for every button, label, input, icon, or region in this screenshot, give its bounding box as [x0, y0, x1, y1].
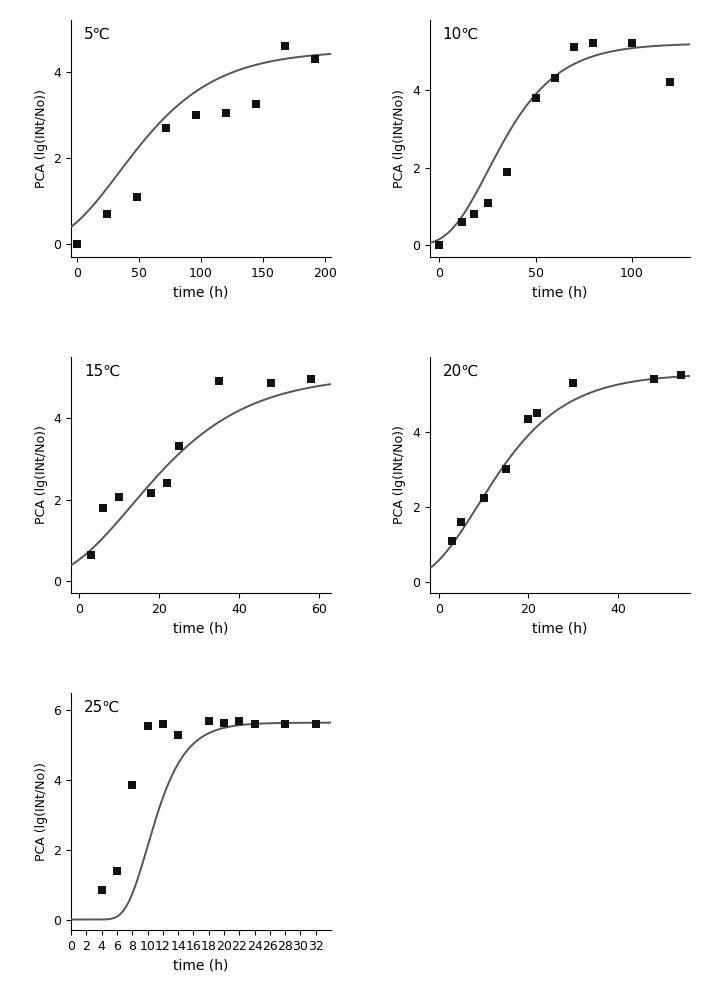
Point: [665, 74, 676, 90]
Point: [161, 475, 173, 491]
Y-axis label: PCA (lg(INt/No)): PCA (lg(INt/No)): [35, 426, 48, 524]
Point: [96, 882, 107, 898]
Point: [142, 718, 154, 734]
Point: [97, 500, 109, 516]
Point: [588, 35, 599, 51]
Point: [113, 489, 124, 505]
Point: [249, 716, 260, 732]
Point: [279, 38, 291, 54]
Point: [213, 373, 225, 389]
Point: [191, 107, 202, 123]
Point: [626, 35, 638, 51]
Point: [523, 411, 534, 427]
Point: [501, 461, 512, 477]
Point: [482, 195, 493, 211]
X-axis label: time (h): time (h): [173, 285, 229, 299]
Point: [218, 715, 230, 731]
Point: [549, 70, 560, 86]
Point: [501, 164, 513, 180]
Point: [456, 514, 467, 530]
Point: [161, 120, 172, 136]
Point: [127, 777, 138, 793]
Y-axis label: PCA (lg(INt/No)): PCA (lg(INt/No)): [393, 426, 407, 524]
Point: [173, 438, 185, 454]
Point: [447, 533, 458, 549]
Point: [157, 716, 169, 732]
Point: [72, 236, 83, 252]
Point: [279, 716, 291, 732]
Point: [101, 206, 112, 222]
Point: [648, 371, 660, 387]
Point: [85, 547, 97, 563]
Point: [478, 490, 489, 506]
Text: 10℃: 10℃: [443, 27, 479, 42]
Text: 20℃: 20℃: [443, 364, 479, 379]
Text: 25℃: 25℃: [84, 700, 120, 715]
Point: [265, 375, 277, 391]
Point: [310, 716, 321, 732]
Point: [675, 367, 686, 383]
Point: [305, 371, 316, 387]
X-axis label: time (h): time (h): [173, 622, 229, 636]
Point: [112, 863, 123, 879]
Point: [456, 214, 468, 230]
Point: [173, 727, 184, 743]
Point: [203, 713, 215, 729]
Point: [530, 90, 541, 106]
Point: [131, 189, 142, 205]
Y-axis label: PCA (lg(INt/No)): PCA (lg(INt/No)): [35, 762, 48, 861]
Point: [250, 96, 261, 112]
Point: [309, 51, 321, 67]
Point: [234, 713, 245, 729]
X-axis label: time (h): time (h): [173, 958, 229, 972]
Text: 5℃: 5℃: [84, 27, 111, 42]
X-axis label: time (h): time (h): [532, 285, 587, 299]
Text: 15℃: 15℃: [84, 364, 120, 379]
Y-axis label: PCA (lg(INt/No)): PCA (lg(INt/No)): [393, 89, 407, 188]
Point: [569, 39, 580, 55]
Point: [145, 485, 156, 501]
Point: [567, 375, 579, 391]
X-axis label: time (h): time (h): [532, 622, 587, 636]
Point: [220, 105, 232, 121]
Point: [469, 206, 480, 222]
Y-axis label: PCA (lg(INt/No)): PCA (lg(INt/No)): [35, 89, 48, 188]
Point: [532, 405, 543, 421]
Point: [434, 237, 445, 253]
